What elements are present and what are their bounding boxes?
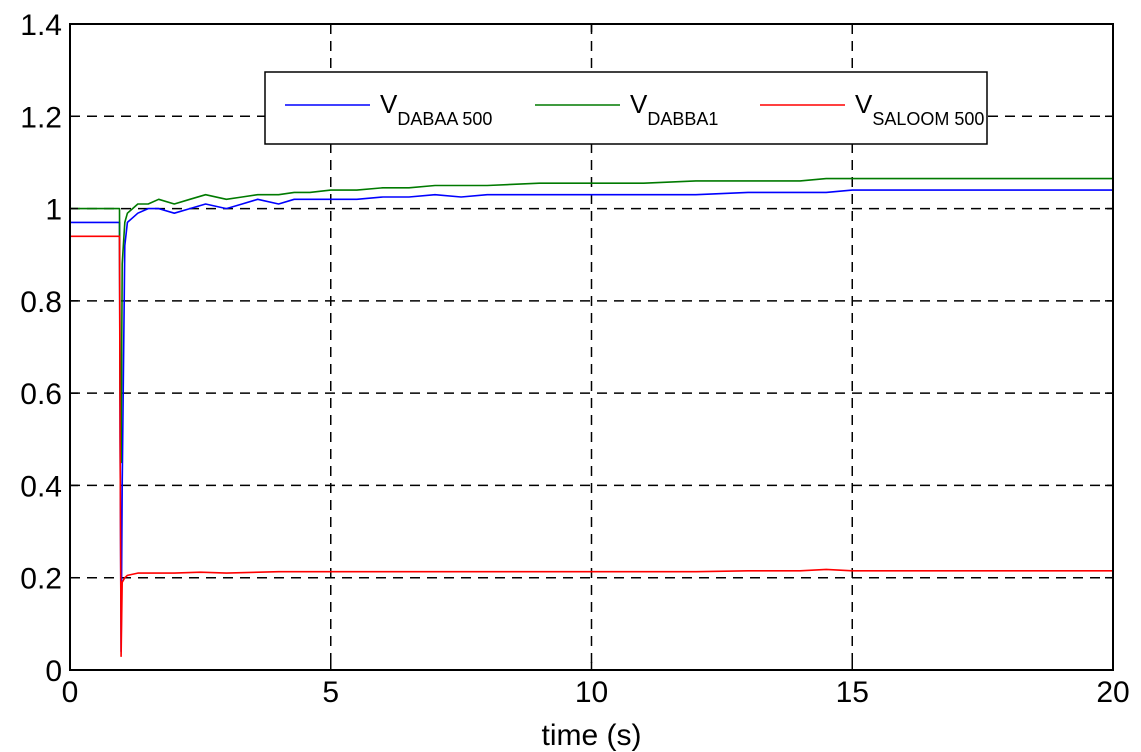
- x-axis-label: time (s): [542, 719, 642, 752]
- y-tick-label: 1.2: [20, 101, 62, 134]
- series-line-1: [70, 177, 1113, 464]
- legend-label-2: VSALOOM 500: [855, 89, 984, 129]
- legend-label-main: V: [380, 89, 398, 119]
- x-tick-label: 10: [575, 676, 608, 709]
- legend: VDABAA 500 VDABBA1 VSALOOM 500: [264, 71, 988, 145]
- x-tick-label: 5: [322, 676, 339, 709]
- grid-lines: [70, 24, 1113, 670]
- legend-label-0: VDABAA 500: [380, 89, 492, 129]
- y-tick-label: 0.8: [20, 286, 62, 319]
- series-lines: [70, 177, 1113, 658]
- series-line-2: [70, 235, 1113, 658]
- legend-label-sub: SALOOM 500: [872, 109, 984, 129]
- legend-label-sub: DABBA1: [647, 109, 718, 129]
- axis-ticks: 0 5 10 15 20 0 0.2 0.4 0.6 0.8 1 1.2 1.4: [20, 9, 1129, 709]
- y-tick-label: 0.2: [20, 563, 62, 596]
- y-tick-label: 1: [45, 194, 62, 227]
- y-tick-label: 0.6: [20, 378, 62, 411]
- x-tick-label: 0: [62, 676, 79, 709]
- series-line-0: [70, 189, 1113, 653]
- legend-label-1: VDABBA1: [630, 89, 718, 129]
- y-tick-label: 1.4: [20, 9, 62, 42]
- legend-box: [264, 71, 988, 145]
- x-tick-label: 15: [836, 676, 869, 709]
- y-tick-label: 0.4: [20, 470, 62, 503]
- legend-label-main: V: [855, 89, 873, 119]
- legend-label-sub: DABAA 500: [397, 109, 492, 129]
- y-tick-label: 0: [45, 655, 62, 688]
- x-tick-label: 20: [1096, 676, 1129, 709]
- legend-label-main: V: [630, 89, 648, 119]
